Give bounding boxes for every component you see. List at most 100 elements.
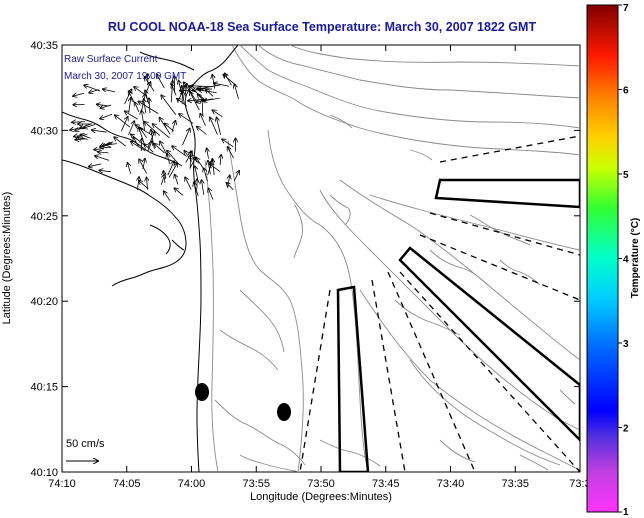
current-vector xyxy=(115,115,131,128)
marker-dot xyxy=(195,383,209,401)
current-vector xyxy=(175,175,179,185)
current-vector xyxy=(120,117,127,132)
current-vector xyxy=(137,177,139,190)
current-vector xyxy=(153,124,170,139)
x-tick-label: 73:3 xyxy=(569,478,590,490)
current-vector xyxy=(149,98,150,114)
current-vector xyxy=(217,118,221,135)
colorbar xyxy=(586,4,619,513)
current-vector xyxy=(147,132,154,148)
current-vector xyxy=(92,130,107,132)
current-vector xyxy=(165,124,174,132)
current-vector xyxy=(139,181,149,190)
current-vector xyxy=(195,166,198,179)
current-vector xyxy=(75,139,86,140)
transect-box xyxy=(336,285,370,472)
x-tick-label: 74:00 xyxy=(178,478,206,490)
current-vector xyxy=(99,170,111,171)
radial-dashed-lines xyxy=(299,135,580,472)
current-vector xyxy=(182,129,190,146)
x-tick-label: 73:45 xyxy=(372,478,400,490)
current-vector xyxy=(191,86,213,87)
current-vector xyxy=(214,83,230,87)
current-vector xyxy=(174,188,184,196)
current-vector xyxy=(208,188,214,200)
current-vector xyxy=(190,92,200,111)
current-vector xyxy=(100,113,113,119)
current-vector xyxy=(164,191,171,202)
current-legend-line1: Raw Surface Current xyxy=(64,54,158,65)
y-tick-label: 40:35 xyxy=(30,40,58,52)
surface-current-vectors xyxy=(70,73,239,202)
current-vector xyxy=(140,94,145,113)
y-tick-labels: 40:35 40:30 40:25 40:20 40:15 40:10 xyxy=(30,40,58,479)
current-vector xyxy=(200,114,206,127)
x-tick-label: 74:10 xyxy=(48,478,76,490)
colorbar-tick-label: 2 xyxy=(623,424,629,435)
marker-dot xyxy=(277,403,291,421)
transect-box xyxy=(398,246,580,442)
current-vector xyxy=(103,89,116,92)
current-vector xyxy=(102,142,113,147)
y-tick-label: 40:10 xyxy=(30,467,58,479)
current-vector xyxy=(133,137,139,147)
current-vector xyxy=(98,152,109,153)
y-tick-label: 40:30 xyxy=(30,125,58,137)
current-vector xyxy=(168,163,177,178)
current-vector xyxy=(204,168,208,182)
current-vector xyxy=(89,89,99,93)
current-vector xyxy=(128,121,135,136)
current-vector xyxy=(128,163,132,174)
x-tick-label: 73:35 xyxy=(501,478,529,490)
x-tick-label: 74:05 xyxy=(113,478,141,490)
current-vector xyxy=(185,177,192,190)
transect-box xyxy=(434,178,580,209)
current-vector xyxy=(179,114,194,124)
y-tick-label: 40:15 xyxy=(30,382,58,394)
current-vector xyxy=(157,74,165,89)
current-vector xyxy=(210,164,221,172)
current-vector xyxy=(177,85,186,103)
x-tick-labels: 74:10 74:05 74:00 73:55 73:50 73:45 73:40 73:35… xyxy=(48,478,590,490)
current-vector xyxy=(141,111,146,131)
current-vector xyxy=(226,183,234,191)
current-vector xyxy=(140,127,147,138)
current-vector xyxy=(212,110,223,118)
current-vector xyxy=(184,151,193,162)
y-tick-label: 40:25 xyxy=(30,211,58,223)
x-tick-label: 73:55 xyxy=(242,478,270,490)
current-vector xyxy=(172,146,187,157)
current-vector xyxy=(222,139,234,148)
scale-label: 50 cm/s xyxy=(66,438,105,450)
colorbar-tick-label: 1 xyxy=(623,507,629,518)
current-vector xyxy=(129,91,135,103)
current-vector xyxy=(139,159,148,174)
map-title: RU COOL NOAA-18 Sea Surface Temperature:… xyxy=(107,20,537,34)
colorbar-label: Temperature (°C) xyxy=(630,218,641,299)
current-vector xyxy=(154,144,165,154)
current-vector xyxy=(207,160,213,176)
colorbar-tick-label: 6 xyxy=(623,86,629,97)
current-vector xyxy=(228,147,234,159)
current-vector xyxy=(171,81,172,103)
current-vector xyxy=(163,171,165,183)
colorbar-tick-label: 5 xyxy=(623,170,629,181)
current-vector xyxy=(89,164,102,167)
current-vector xyxy=(194,182,199,197)
current-vector xyxy=(233,171,239,181)
current-vector xyxy=(125,111,138,120)
current-vector xyxy=(138,101,159,114)
current-vector xyxy=(141,139,142,152)
current-vector xyxy=(202,180,204,195)
current-vector xyxy=(208,161,211,175)
current-vector xyxy=(100,104,112,108)
x-tick-label: 73:50 xyxy=(307,478,335,490)
current-legend-line2: March 30, 2007 19:00 GMT xyxy=(64,71,186,82)
current-vector xyxy=(148,74,149,86)
current-vector xyxy=(167,161,174,176)
current-vector xyxy=(234,84,239,99)
axis-ticks xyxy=(61,44,581,473)
y-tick-label: 40:20 xyxy=(30,296,58,308)
current-vector xyxy=(73,93,85,96)
